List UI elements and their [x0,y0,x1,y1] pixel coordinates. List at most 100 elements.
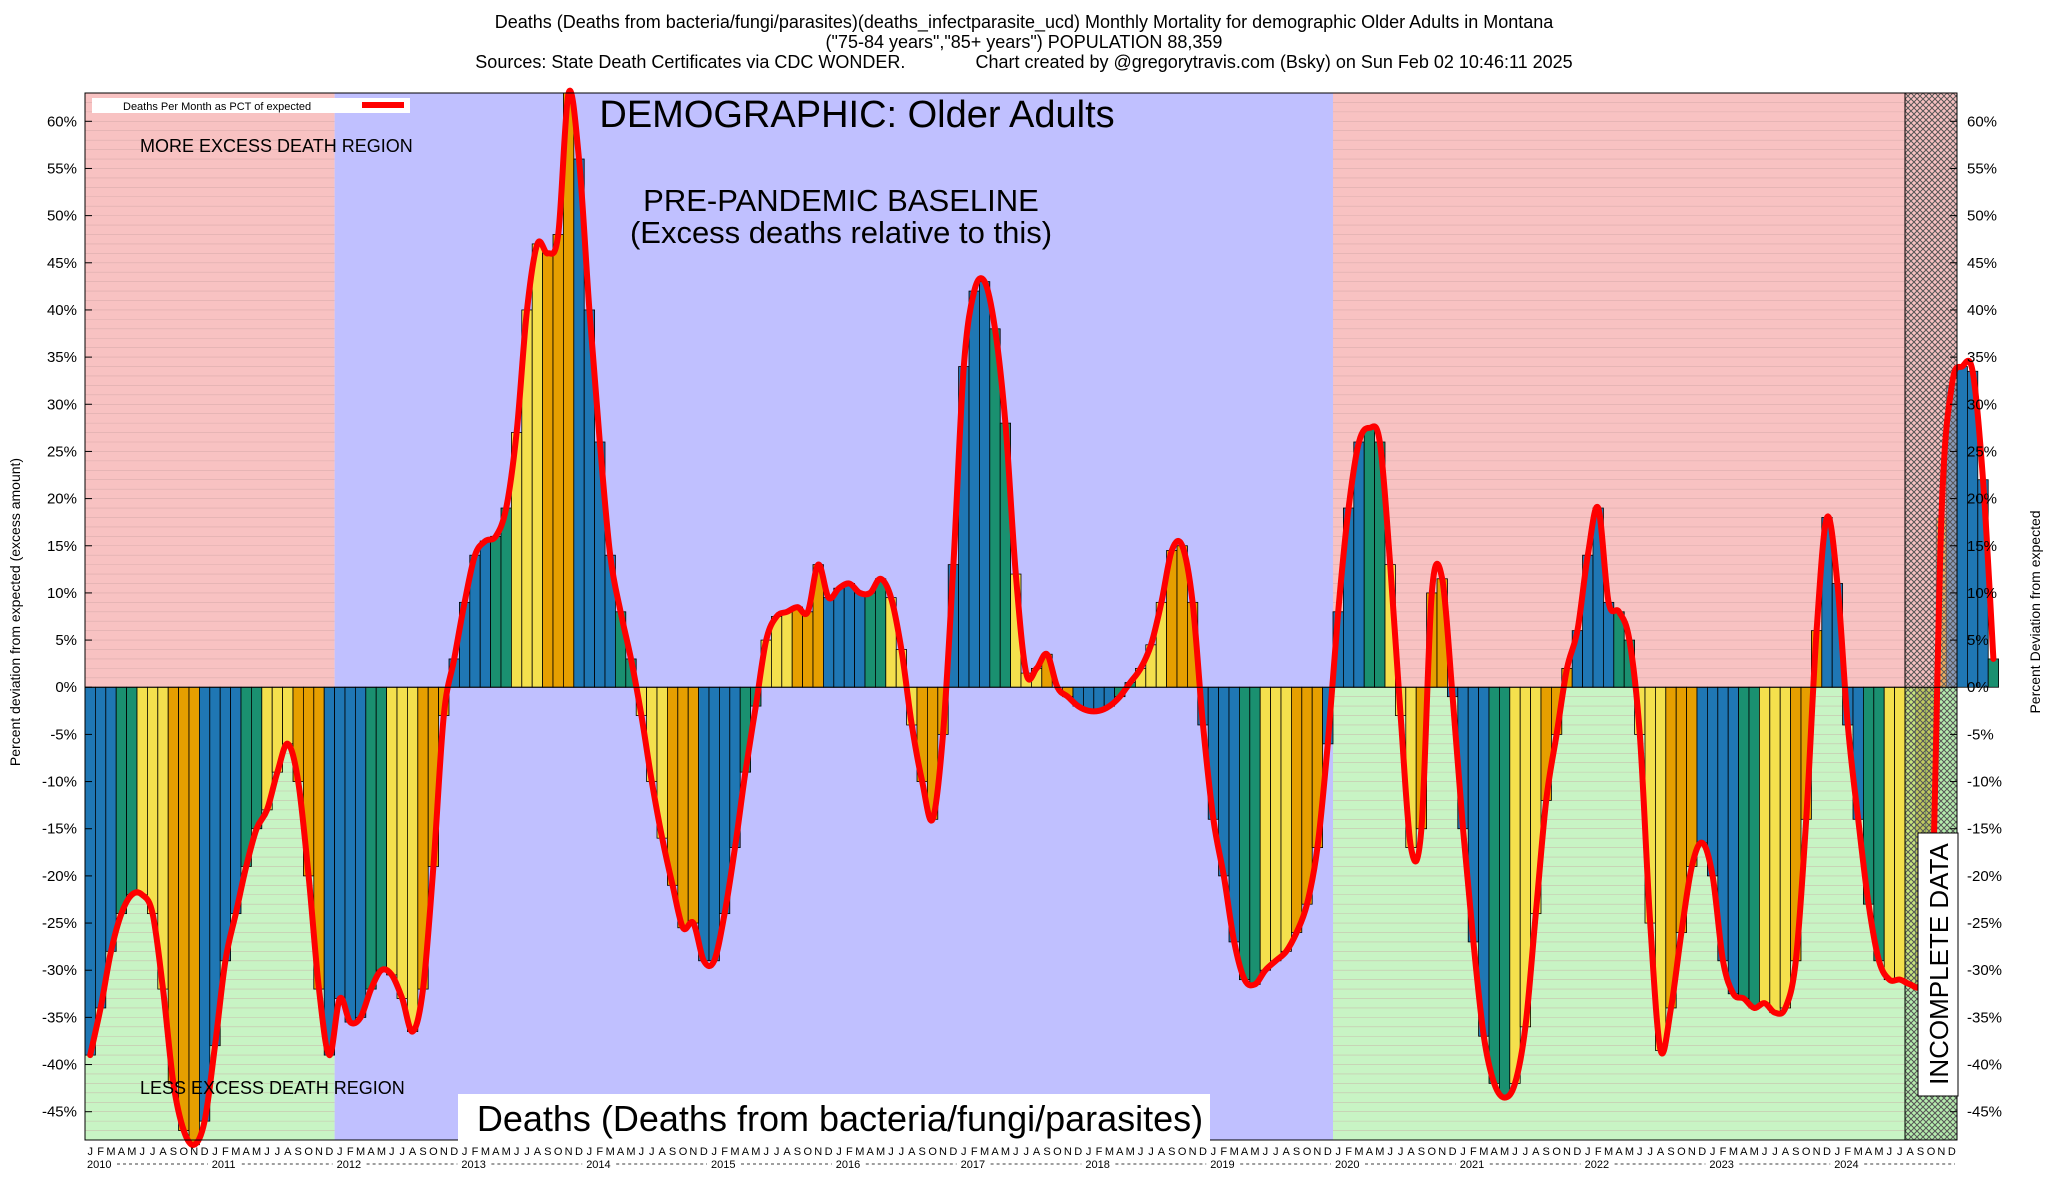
x-tick-label-year: 2024 [1834,1159,1858,1171]
x-tick-label-month: J [1512,1146,1518,1158]
y-tick-label-left: 0% [55,679,77,696]
x-tick-label-month: M [1479,1146,1488,1158]
x-year-label-background [585,1158,616,1170]
y-axis-left: -45% -40% -35% -30% -25% -20% -15% -10% -5% 0% 5% 1… [42,113,92,1121]
x-year-label-background [1334,1158,1364,1170]
x-tick-label-month: A [1158,1146,1166,1158]
bar [95,686,107,1009]
bar [833,587,845,688]
bar [1873,686,1885,962]
x-tick-label-month: S [669,1146,676,1158]
bar [781,611,793,688]
y-tick-label-right: -45% [1967,1104,2002,1121]
x-tick-label-month: J [337,1146,343,1158]
x-tick-label-month: J [649,1146,655,1158]
x-tick-label-month: A [409,1146,417,1158]
bar [84,686,96,1056]
chart-title: Deaths (Deaths from bacteria/fungi/paras… [0,12,2048,72]
bar [500,507,512,688]
bar [115,686,127,915]
x-tick-label-month: O [1428,1146,1437,1158]
y-tick-label-right: 60% [1967,113,1997,130]
x-tick-label-month: A [991,1146,999,1158]
x-tick-label-month: A [1782,1146,1790,1158]
y-tick-label-right: 45% [1967,255,1997,272]
bar [979,281,991,688]
x-tick-label-month: A [1907,1146,1915,1158]
bar [667,686,679,886]
x-tick-label-month: D [700,1146,708,1158]
bar [230,686,242,915]
x-tick-label-month: O [804,1146,813,1158]
bar [406,686,419,1032]
y-tick-label-left: 20% [47,491,77,508]
bar [875,578,887,688]
bar [282,686,294,745]
bar [490,535,502,688]
x-tick-label-month: J [264,1146,270,1158]
bar [1707,686,1719,877]
x-tick-label-month: S [1418,1146,1425,1158]
x-tick-label-month: F [1220,1146,1227,1158]
x-tick-label-month: A [1366,1146,1374,1158]
y-tick-label-right: 55% [1967,160,1997,177]
x-tick-label-month: J [774,1146,780,1158]
x-tick-label-month: D [949,1146,957,1158]
x-tick-label-month: J [399,1146,405,1158]
y-tick-label-left: -40% [42,1057,77,1074]
x-tick-label-year: 2017 [961,1159,985,1171]
x-tick-label-month: M [502,1146,511,1158]
bottom-title: Deaths (Deaths from bacteria/fungi/paras… [477,1098,1203,1139]
bar [1239,686,1251,981]
x-tick-label-month: S [544,1146,551,1158]
x-tick-label-month: O [928,1146,937,1158]
y-tick-label-right: 5% [1967,632,1989,649]
bar [1280,686,1292,952]
x-tick-label-month: J [639,1146,645,1158]
bar [479,540,492,688]
x-tick-label-month: J [1772,1146,1778,1158]
x-tick-label-month: A [492,1146,500,1158]
x-tick-label-month: O [1552,1146,1561,1158]
x-tick-label-month: S [1917,1146,1924,1158]
y-tick-label-left: 35% [47,349,77,366]
x-tick-label-year: 2020 [1335,1159,1359,1171]
bar [188,686,200,1146]
y-tick-label-left: -35% [42,1009,77,1026]
x-tick-label-month: F [1470,1146,1477,1158]
y-tick-label-right: 25% [1967,443,1997,460]
bar [1488,686,1500,1084]
y-tick-label-left: 40% [47,302,77,319]
bar [677,686,689,929]
x-tick-label-month: J [1023,1146,1029,1158]
legend: Deaths Per Month as PCT of expected [92,98,410,113]
x-tick-label-month: J [899,1146,905,1158]
x-tick-label-month: A [1491,1146,1499,1158]
y-tick-label-left: -15% [42,821,77,838]
x-tick-label-month: J [524,1146,530,1158]
x-tick-label-month: M [377,1146,386,1158]
x-tick-label-month: M [1354,1146,1363,1158]
x-tick-label-month: M [106,1146,115,1158]
x-tick-label-month: N [1438,1146,1446,1158]
x-tick-label-month: A [1740,1146,1748,1158]
x-tick-label-month: J [1460,1146,1466,1158]
x-tick-label-month: F [1720,1146,1727,1158]
bar [354,686,367,1018]
x-tick-label-month: A [534,1146,542,1158]
x-tick-label-month: J [836,1146,842,1158]
y-tick-label-right: -20% [1967,868,2002,885]
x-tick-label-month: O [1677,1146,1686,1158]
x-tick-label-month: J [1148,1146,1154,1158]
bar [1894,686,1906,981]
x-tick-label-month: J [1211,1146,1217,1158]
x-tick-label-month: S [295,1146,302,1158]
y-tick-label-left: 30% [47,396,77,413]
bar [323,686,336,1056]
x-tick-label-month: F [1844,1146,1851,1158]
x-tick-label-month: N [1064,1146,1072,1158]
bar [1759,686,1771,1004]
bar [698,686,710,962]
x-tick-label-month: N [190,1146,198,1158]
